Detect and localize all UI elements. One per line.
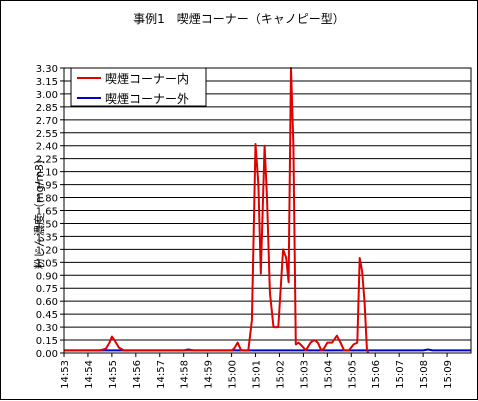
- y-tick-label: 2.85: [36, 103, 58, 114]
- x-tick-label: 14:56: [132, 360, 143, 389]
- legend-box: [70, 67, 207, 107]
- y-tick-label: 0.15: [36, 336, 58, 347]
- x-tick-label: 14:55: [108, 360, 119, 389]
- chart-title: 事例1 喫煙コーナー（キャノピー型）: [133, 12, 345, 26]
- y-tick-label: 1.20: [36, 245, 58, 256]
- y-tick-label: 2.55: [36, 129, 58, 140]
- y-tick-label: 0.75: [36, 284, 58, 295]
- x-tick-label: 14:57: [156, 360, 167, 389]
- y-tick-label: 1.05: [36, 258, 58, 269]
- y-tick-label: 0.45: [36, 310, 58, 321]
- x-tick-label: 15:04: [323, 360, 334, 389]
- x-tick-label: 14:53: [60, 360, 71, 389]
- y-tick-label: 1.95: [36, 181, 58, 192]
- y-tick-label: 2.40: [36, 142, 58, 153]
- y-tick-label: 2.25: [36, 155, 58, 166]
- y-tick-label: 0.60: [36, 297, 58, 308]
- x-tick-label: 15:08: [419, 360, 430, 389]
- x-tick-label: 15:05: [347, 360, 358, 389]
- series-lines: [64, 67, 471, 354]
- y-tick-label: 1.35: [36, 232, 58, 243]
- y-tick-label: 2.70: [36, 116, 58, 127]
- y-tick-label: 0.30: [36, 323, 58, 334]
- x-axis-ticks: 14:53 14:54 14:55 14:56 14:57 14:58 14:59 15:00…: [60, 353, 454, 389]
- y-tick-label: 1.80: [36, 194, 58, 205]
- x-tick-label: 15:06: [371, 360, 382, 389]
- plot-area: [63, 67, 472, 354]
- x-tick-label: 15:03: [299, 360, 310, 389]
- y-axis-ticks: 0.00 0.15 0.30 0.45 0.60 0.75 0.90 1.05 1.20 1.35…: [36, 64, 64, 360]
- x-tick-label: 15:00: [228, 360, 239, 389]
- x-tick-label: 14:59: [204, 360, 215, 389]
- y-tick-label: 0.00: [36, 349, 58, 360]
- series-line: [64, 67, 370, 354]
- x-tick-label: 15:09: [443, 360, 454, 389]
- x-tick-label: 14:58: [180, 360, 191, 389]
- y-axis-label: 粉じん濃度（mg/m3）: [32, 153, 46, 269]
- legend-label: 喫煙コーナー外: [105, 92, 189, 106]
- x-tick-label: 14:54: [84, 360, 95, 389]
- legend-label: 喫煙コーナー内: [105, 72, 189, 86]
- y-tick-label: 3.15: [36, 77, 58, 88]
- y-tick-label: 2.10: [36, 168, 58, 179]
- y-tick-label: 0.90: [36, 271, 58, 282]
- y-tick-label: 1.65: [36, 207, 58, 218]
- y-tick-label: 3.30: [36, 64, 58, 75]
- x-tick-label: 15:07: [395, 360, 406, 389]
- y-tick-label: 3.00: [36, 90, 58, 101]
- x-tick-label: 15:02: [275, 360, 286, 389]
- y-tick-label: 1.50: [36, 219, 58, 230]
- x-tick-label: 15:01: [252, 360, 263, 389]
